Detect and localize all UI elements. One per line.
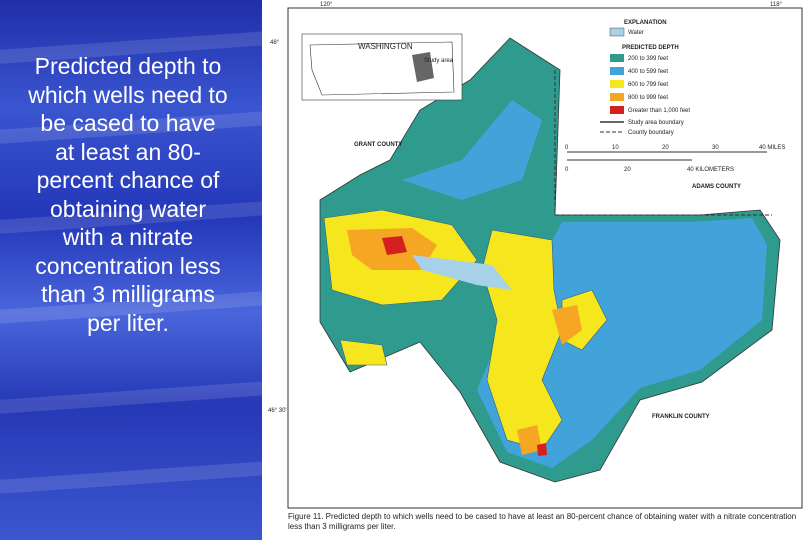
- legend-title: EXPLANATION: [624, 20, 667, 26]
- slide-text: Predicted depth to which wells need to b…: [28, 53, 228, 336]
- scale-label: 20: [624, 167, 631, 173]
- legend-swatch: [610, 54, 624, 62]
- county-label: FRANKLIN COUNTY: [652, 414, 710, 420]
- depth-zone-orange: [347, 228, 582, 455]
- coordinate: 48°: [270, 40, 280, 46]
- map: 120° 118° 48° 46° 30' WASHINGTON Study a…: [268, 2, 803, 531]
- legend-label: Water: [628, 30, 644, 36]
- inset-study-area: [412, 52, 434, 82]
- legend-label: 800 to 999 feet: [628, 95, 668, 101]
- legend-swatch: [610, 93, 624, 101]
- coordinate: 46° 30': [268, 408, 287, 414]
- scale-label: 40 KILOMETERS: [687, 167, 734, 173]
- legend-label: 200 to 399 feet: [628, 56, 668, 62]
- legend-label: Greater than 1,000 feet: [628, 108, 690, 114]
- scale-label: 30: [712, 145, 719, 151]
- county-label: GRANT COUNTY: [354, 142, 402, 148]
- legend-label: 400 to 599 feet: [628, 69, 668, 75]
- legend-label: 600 to 799 feet: [628, 82, 668, 88]
- scale-label: 0: [565, 145, 569, 151]
- scale-label: 40 MILES: [759, 145, 785, 151]
- legend-label: Study area boundary: [628, 120, 684, 126]
- legend-swatch: [610, 67, 624, 75]
- legend-swatch: [610, 106, 624, 114]
- legend-subtitle: PREDICTED DEPTH: [622, 45, 679, 51]
- water: [412, 255, 512, 290]
- scale-label: 0: [565, 167, 569, 173]
- caption-box: Figure 11. Predicted depth to which well…: [288, 512, 797, 531]
- caption: Figure 11. Predicted depth to which well…: [288, 512, 797, 531]
- coordinate: 120°: [320, 2, 333, 8]
- coordinate: 118°: [770, 2, 783, 8]
- legend-label: County boundary: [628, 130, 674, 136]
- legend-swatch: [610, 80, 624, 88]
- scale-label: 20: [662, 145, 669, 151]
- inset-label: Study area: [424, 58, 454, 64]
- scale-label: 10: [612, 145, 619, 151]
- inset-label: WASHINGTON: [358, 42, 413, 51]
- legend-swatch: [609, 27, 625, 37]
- text-panel: Predicted depth to which wells need to b…: [0, 0, 262, 540]
- county-label: ADAMS COUNTY: [692, 184, 741, 190]
